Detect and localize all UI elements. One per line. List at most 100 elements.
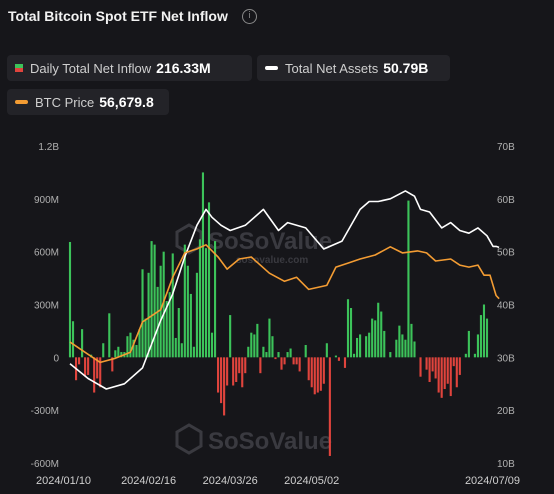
info-icon[interactable]: i xyxy=(242,9,257,24)
inflow-bar[interactable] xyxy=(192,346,195,358)
inflow-bar[interactable] xyxy=(277,352,280,358)
inflow-bar[interactable] xyxy=(473,353,476,358)
inflow-bar[interactable] xyxy=(407,200,410,358)
total-net-assets-line[interactable] xyxy=(69,190,500,390)
inflow-bar[interactable] xyxy=(292,357,295,365)
inflow-bar[interactable] xyxy=(247,346,250,358)
inflow-bar[interactable] xyxy=(232,357,235,386)
inflow-bar[interactable] xyxy=(298,357,301,372)
inflow-bar[interactable] xyxy=(99,357,102,388)
inflow-bar[interactable] xyxy=(295,357,298,365)
inflow-bar[interactable] xyxy=(147,272,150,358)
inflow-bar[interactable] xyxy=(229,315,232,358)
inflow-bar[interactable] xyxy=(467,330,470,358)
inflow-bar[interactable] xyxy=(150,241,153,358)
inflow-bar[interactable] xyxy=(198,239,201,358)
inflow-bar[interactable] xyxy=(96,357,99,379)
inflow-bar[interactable] xyxy=(377,302,380,358)
inflow-bar[interactable] xyxy=(479,315,483,358)
inflow-bar[interactable] xyxy=(204,248,208,358)
inflow-bar[interactable] xyxy=(226,357,229,386)
inflow-bar[interactable] xyxy=(380,311,383,358)
inflow-bar[interactable] xyxy=(102,343,105,358)
inflow-bar[interactable] xyxy=(271,336,274,358)
inflow-bar[interactable] xyxy=(395,339,398,358)
inflow-bar[interactable] xyxy=(138,329,141,358)
inflow-bar[interactable] xyxy=(359,334,362,358)
legend-item-btc-price[interactable]: BTC Price 56,679.8 xyxy=(7,89,169,115)
inflow-bar[interactable] xyxy=(171,253,174,358)
inflow-bar[interactable] xyxy=(322,357,325,384)
inflow-bar[interactable] xyxy=(144,318,147,358)
inflow-bar[interactable] xyxy=(201,172,205,358)
inflow-bar[interactable] xyxy=(328,357,331,456)
inflow-bar[interactable] xyxy=(210,332,214,358)
inflow-bar[interactable] xyxy=(437,357,440,393)
inflow-bar[interactable] xyxy=(253,334,256,358)
inflow-bar[interactable] xyxy=(71,321,75,358)
legend-item-daily-net-inflow[interactable]: Daily Total Net Inflow 216.33M xyxy=(7,55,252,81)
inflow-bar[interactable] xyxy=(304,345,307,358)
inflow-bar[interactable] xyxy=(259,357,262,374)
inflow-bar[interactable] xyxy=(162,251,165,358)
inflow-bar[interactable] xyxy=(334,355,337,358)
inflow-bar[interactable] xyxy=(455,357,458,388)
inflow-bar[interactable] xyxy=(189,293,192,358)
inflow-bar[interactable] xyxy=(316,357,319,393)
inflow-bar[interactable] xyxy=(485,318,489,358)
inflow-bar[interactable] xyxy=(186,265,189,358)
inflow-bar[interactable] xyxy=(476,334,479,358)
inflow-bar[interactable] xyxy=(374,320,377,358)
inflow-bar[interactable] xyxy=(93,357,96,393)
inflow-bar[interactable] xyxy=(132,339,135,358)
inflow-bar[interactable] xyxy=(401,334,404,358)
inflow-bar[interactable] xyxy=(443,357,446,390)
inflow-bar[interactable] xyxy=(352,353,356,358)
inflow-bar[interactable] xyxy=(108,313,111,358)
inflow-bar[interactable] xyxy=(220,357,223,404)
inflow-bar[interactable] xyxy=(183,244,186,358)
inflow-bar[interactable] xyxy=(126,336,129,358)
inflow-bar[interactable] xyxy=(207,202,211,358)
inflow-bar[interactable] xyxy=(135,345,138,358)
inflow-bar[interactable] xyxy=(440,357,443,398)
inflow-bar[interactable] xyxy=(268,318,271,358)
inflow-bar[interactable] xyxy=(129,332,132,358)
btc-price-line[interactable] xyxy=(69,244,500,364)
inflow-bar[interactable] xyxy=(449,357,452,397)
inflow-bar[interactable] xyxy=(265,352,268,358)
inflow-bar[interactable] xyxy=(319,357,322,391)
inflow-bar[interactable] xyxy=(81,329,84,358)
inflow-bar[interactable] xyxy=(431,357,434,372)
inflow-bar[interactable] xyxy=(286,352,289,358)
inflow-bar[interactable] xyxy=(180,343,183,358)
inflow-bar[interactable] xyxy=(343,357,347,368)
inflow-bar[interactable] xyxy=(168,292,171,358)
inflow-bar[interactable] xyxy=(165,300,168,358)
inflow-bar[interactable] xyxy=(410,323,413,358)
inflow-bar[interactable] xyxy=(428,357,431,382)
inflow-bar[interactable] xyxy=(419,357,422,377)
inflow-bar[interactable] xyxy=(383,330,386,358)
inflow-bar[interactable] xyxy=(313,357,316,395)
inflow-bar[interactable] xyxy=(111,357,114,372)
inflow-bar[interactable] xyxy=(349,308,353,358)
inflow-bar[interactable] xyxy=(213,241,217,358)
inflow-bar[interactable] xyxy=(235,357,238,382)
inflow-bar[interactable] xyxy=(244,357,247,374)
inflow-bar[interactable] xyxy=(452,357,455,367)
inflow-bar[interactable] xyxy=(446,357,449,384)
inflow-bar[interactable] xyxy=(310,357,313,388)
inflow-bar[interactable] xyxy=(371,318,374,358)
inflow-bar[interactable] xyxy=(289,348,292,358)
inflow-bar[interactable] xyxy=(78,357,81,365)
inflow-bar[interactable] xyxy=(389,352,392,358)
inflow-bar[interactable] xyxy=(365,336,368,358)
inflow-bar[interactable] xyxy=(464,353,467,358)
inflow-bar[interactable] xyxy=(325,343,328,358)
inflow-bar[interactable] xyxy=(87,357,90,375)
inflow-bar[interactable] xyxy=(434,357,437,379)
legend-item-total-net-assets[interactable]: Total Net Assets 50.79B xyxy=(257,55,450,81)
inflow-bar[interactable] xyxy=(280,357,283,370)
